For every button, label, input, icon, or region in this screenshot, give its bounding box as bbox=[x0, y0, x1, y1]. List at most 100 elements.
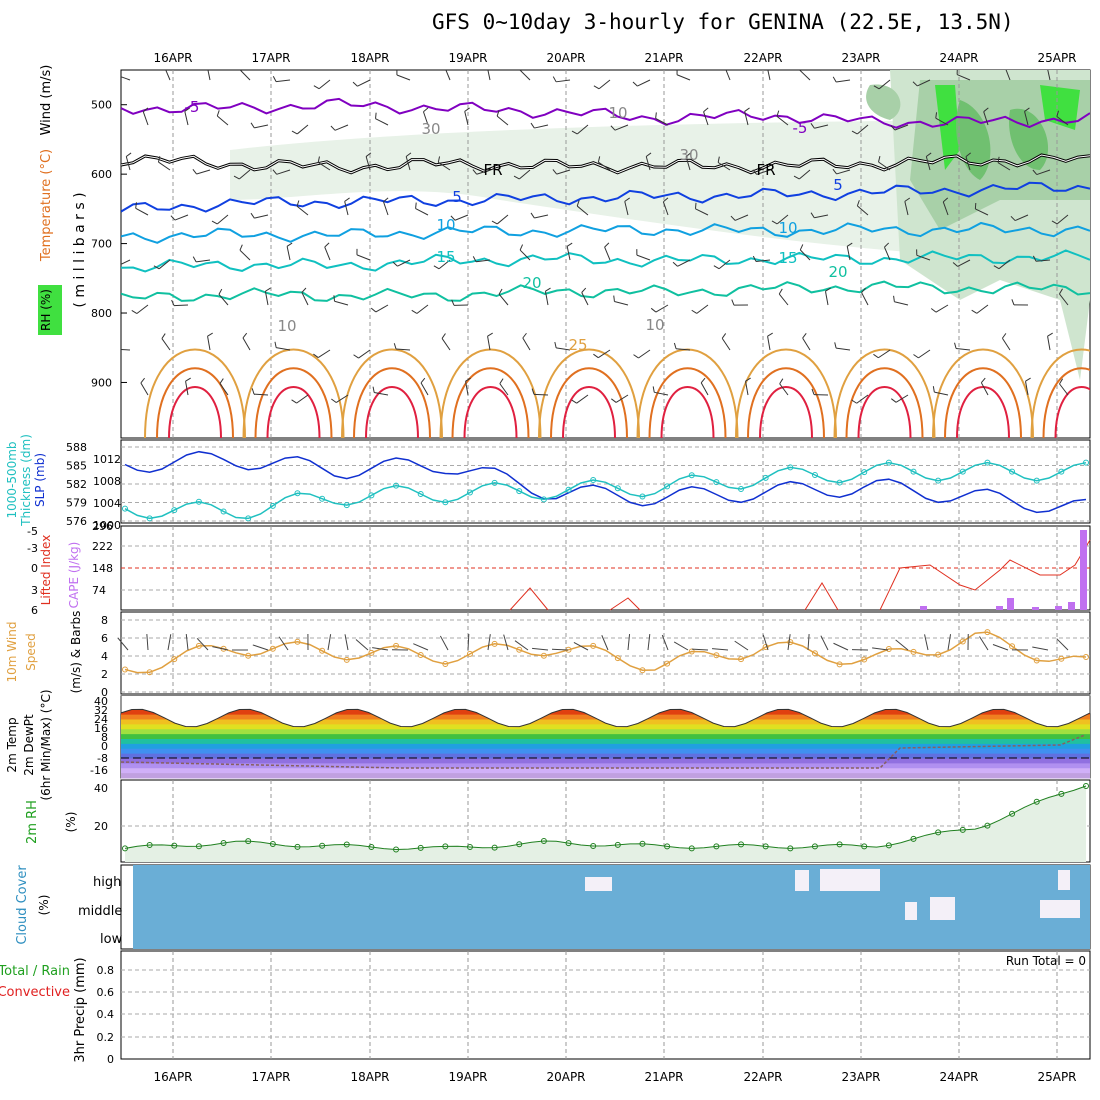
wind-speed-line-marker bbox=[171, 656, 178, 663]
wind-barb-flag bbox=[566, 242, 573, 247]
wind-barb bbox=[324, 246, 331, 261]
wind-barb bbox=[253, 393, 269, 396]
wind-barb bbox=[857, 205, 869, 216]
rh2m-marker bbox=[614, 841, 621, 848]
run-total: Run Total = 0 bbox=[1006, 954, 1086, 968]
wind-speed-line-marker bbox=[269, 645, 276, 652]
thickness-line-marker bbox=[417, 490, 424, 497]
diurnal-contour bbox=[242, 348, 345, 438]
wind-barb-flag bbox=[114, 344, 116, 350]
wind-barb bbox=[438, 161, 451, 171]
wind-barb bbox=[975, 208, 989, 216]
rh2m-marker bbox=[319, 842, 326, 849]
surface-wind-barb bbox=[1056, 638, 1069, 651]
wind-barb-flag bbox=[218, 288, 223, 295]
wind-barb-flag bbox=[522, 332, 527, 339]
surface-wind-barb bbox=[344, 634, 349, 651]
pressure-tick: 500 bbox=[91, 99, 112, 112]
rh2m-marker bbox=[738, 841, 745, 848]
diurnal-contour bbox=[636, 348, 739, 438]
wind-barb bbox=[655, 304, 669, 313]
diurnal-contour bbox=[648, 367, 727, 438]
wind-barb bbox=[878, 349, 891, 359]
surface-wind-barb bbox=[167, 634, 172, 651]
cape-tick: 148 bbox=[92, 562, 113, 575]
wind-barb-flag bbox=[496, 110, 500, 117]
wind-barb bbox=[725, 70, 731, 81]
wind-barb-flag bbox=[393, 343, 397, 350]
wind-barb-flag bbox=[125, 152, 132, 157]
temp-band bbox=[121, 734, 1090, 740]
wind-barb bbox=[375, 304, 389, 313]
slp-ylabel-a: 1000-500mb bbox=[5, 441, 19, 518]
bottom-date-label: 19APR bbox=[448, 1070, 487, 1084]
wind-barb bbox=[1036, 259, 1051, 262]
thickness-line-marker bbox=[1058, 468, 1065, 475]
surface-wind-barb bbox=[212, 646, 229, 651]
wind-barb-flag bbox=[464, 107, 470, 112]
wind-barb-flag bbox=[370, 307, 377, 313]
thickness-line-marker bbox=[811, 471, 818, 478]
wind-barb-flag bbox=[465, 377, 471, 382]
contour-label: 10 bbox=[277, 317, 296, 335]
contour-label: -5 bbox=[793, 119, 808, 137]
wind-barb-flag bbox=[980, 377, 986, 384]
wind-barb bbox=[254, 124, 269, 129]
thickness-tick: 585 bbox=[66, 460, 87, 473]
wind-barb-flag bbox=[211, 220, 218, 225]
wind-barb bbox=[918, 349, 931, 359]
wind-barb bbox=[441, 338, 451, 351]
wind-barb bbox=[604, 246, 611, 261]
wind-barb-flag bbox=[251, 388, 255, 395]
thickness-tick: 576 bbox=[66, 515, 87, 528]
temp-curve bbox=[120, 696, 1091, 728]
wind-barb bbox=[344, 201, 349, 216]
wind-barb bbox=[519, 70, 531, 81]
surface-wind-barb bbox=[327, 634, 332, 651]
wind-barb-flag bbox=[652, 386, 655, 393]
contour-label: 10 bbox=[436, 216, 455, 234]
wind-barb-flag bbox=[530, 122, 535, 129]
diurnal-contour bbox=[562, 386, 616, 438]
wind-barb-flag bbox=[296, 200, 300, 207]
wind-barb-flag bbox=[487, 63, 492, 66]
contour-label: -5 bbox=[185, 98, 200, 116]
contour-label: 30 bbox=[421, 120, 440, 138]
rh2m-marker bbox=[664, 843, 671, 850]
cape-tick: 222 bbox=[92, 540, 113, 553]
surface-wind-barb bbox=[807, 634, 810, 651]
wind-barb bbox=[556, 169, 571, 175]
diurnal-contour bbox=[144, 348, 246, 438]
temp-band bbox=[121, 763, 1090, 769]
li-tick: -3 bbox=[27, 542, 38, 555]
contour-label: 20 bbox=[828, 263, 847, 281]
isotherm-FR-inner bbox=[121, 154, 1090, 174]
wind-barb bbox=[779, 383, 789, 396]
wind-barb bbox=[334, 124, 349, 131]
wind-barb bbox=[317, 161, 331, 171]
wind-barb-flag bbox=[650, 307, 657, 313]
wind-barb bbox=[140, 382, 149, 396]
wind-barb-flag bbox=[802, 333, 807, 339]
pressure-tick: 800 bbox=[91, 307, 112, 320]
wind-barb bbox=[1005, 70, 1011, 81]
wind-barb-flag bbox=[317, 156, 320, 163]
wind-speed-line-marker bbox=[811, 650, 818, 657]
wind-barb-flag bbox=[472, 256, 477, 262]
top-date-label: 18APR bbox=[350, 51, 389, 65]
rh2m-marker bbox=[984, 822, 991, 829]
cape-bar bbox=[1080, 530, 1087, 610]
rh2m-marker bbox=[343, 841, 350, 848]
pressure-tick: 700 bbox=[91, 238, 112, 251]
diurnal-contour bbox=[759, 386, 813, 438]
thickness-line-marker bbox=[565, 486, 572, 493]
cape-bar bbox=[1032, 607, 1039, 610]
temp-band bbox=[121, 773, 1090, 779]
wind-barb bbox=[358, 349, 371, 359]
bottom-date-label: 25APR bbox=[1037, 1070, 1076, 1084]
wind-barb-flag bbox=[799, 244, 804, 251]
diurnal-contour bbox=[463, 386, 518, 438]
wind-barb-flag bbox=[856, 200, 860, 207]
rh2m-marker bbox=[442, 843, 449, 850]
wind-barb-flag bbox=[552, 76, 557, 83]
